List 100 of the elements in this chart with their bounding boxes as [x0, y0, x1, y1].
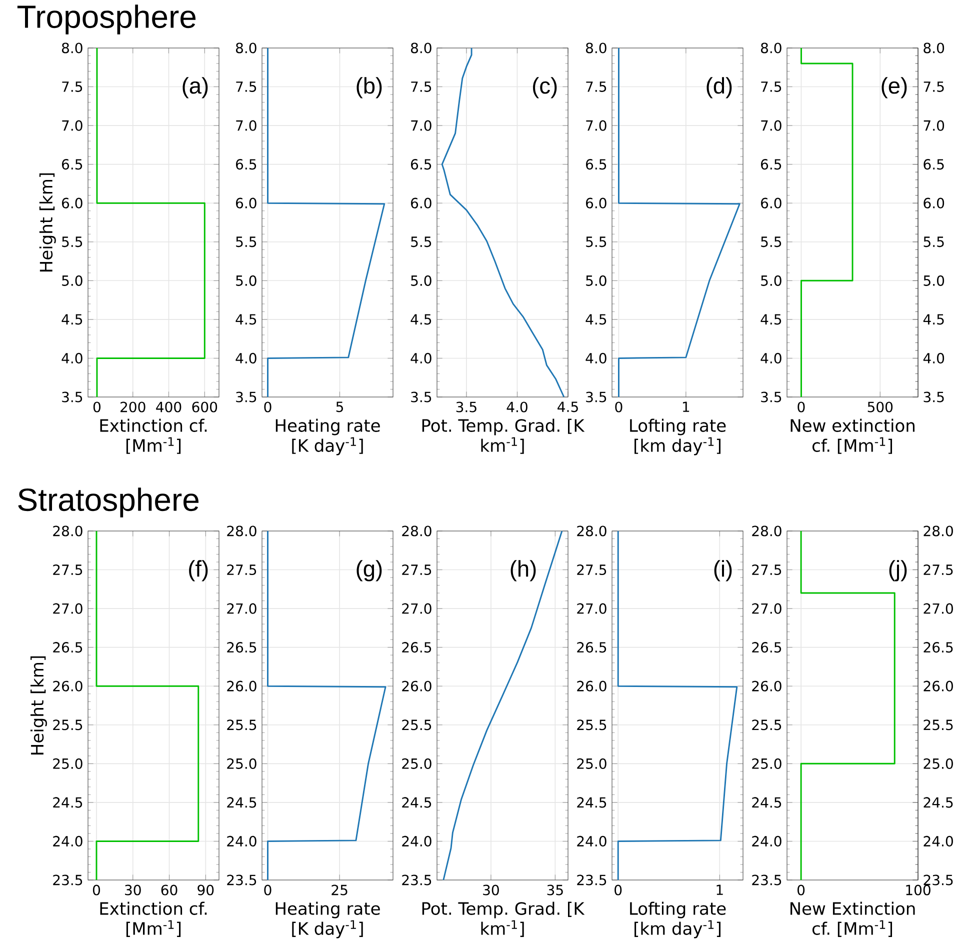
y-tick-label: 28.0 — [227, 526, 256, 536]
y-tick-label: 27.5 — [924, 564, 953, 576]
line-series — [267, 48, 386, 397]
y-tick-label: 3.5 — [586, 392, 606, 402]
y2-tick-label: 4.0 — [760, 352, 782, 364]
y-tick-label: 6.5 — [924, 159, 944, 170]
y-tick-label: 5.0 — [586, 275, 606, 286]
x-axis-title: Extinction cf. [Mm$^{-1}$] — [100, 418, 207, 454]
y-tick-label: 5.0 — [62, 275, 82, 286]
y-tick-label: 6.5 — [236, 159, 256, 170]
x-tick-label: 400 — [156, 402, 182, 412]
x-tick-label: 1 — [716, 884, 723, 895]
x-axis-title: Extinction cf. [Mm$^{-1}$] — [100, 902, 207, 937]
y-tick-label: 4.5 — [923, 314, 944, 325]
x-tick-label: 0 — [798, 402, 805, 412]
y-tick-label: 27.5 — [577, 564, 606, 576]
x-tick-label: 1 — [682, 402, 690, 412]
y-tick-label: 24.0 — [53, 836, 82, 847]
y-tick-label: 27.5 — [227, 564, 256, 576]
y-tick-label: 23.5 — [924, 874, 953, 886]
x-axis-title: Heating rate [K day$^{-1}$] — [276, 418, 380, 456]
y2-tick-label: 24.5 — [752, 797, 782, 808]
y2-tick-label: 4.5 — [760, 314, 782, 325]
y-tick-label: 6.0 — [411, 198, 432, 208]
y-tick-label: 6.0 — [924, 198, 944, 208]
y2-tick-label: 26.5 — [752, 642, 782, 653]
y-tick-label: 26.5 — [53, 642, 82, 653]
line-series — [800, 48, 854, 397]
y-tick-label: 26.5 — [924, 642, 953, 653]
y-tick-label: 27.0 — [924, 603, 953, 614]
y-tick-label: 25.5 — [402, 720, 432, 730]
y2-tick-label: 3.5 — [761, 392, 782, 402]
y-tick-label: 25.0 — [924, 758, 953, 769]
y-tick-label: 24.5 — [53, 797, 82, 808]
y-tick-label: 25.5 — [227, 720, 256, 730]
y-tick-label: 6.5 — [411, 159, 432, 170]
y-tick-label: 7.5 — [62, 82, 82, 92]
annotation: (d) — [706, 77, 732, 98]
y2-tick-label: 27.5 — [752, 564, 782, 576]
y-tick-label: 5.0 — [924, 275, 944, 286]
y-tick-label: 26.5 — [402, 642, 432, 653]
y-tick-label: 4.5 — [410, 314, 432, 325]
y-tick-label: 26.0 — [227, 680, 256, 692]
y-tick-label: 3.5 — [236, 392, 256, 402]
y-tick-label: 4.0 — [923, 352, 944, 364]
y-tick-label: 5.5 — [411, 236, 432, 248]
chart-title: Troposphere — [17, 4, 196, 34]
x-axis-title: Heating rate [K day$^{-1}$] — [276, 902, 380, 938]
annotation: (i) — [714, 560, 732, 582]
y-tick-label: 7.0 — [62, 120, 82, 131]
y-tick-label: 3.5 — [62, 392, 82, 402]
annotation: (f) — [189, 560, 208, 582]
y-tick-label: 26.0 — [577, 680, 606, 692]
y-tick-label: 27.0 — [53, 603, 82, 614]
y-tick-label: 23.5 — [577, 874, 606, 886]
annotation: (a) — [182, 77, 208, 98]
x-tick-label: 0 — [264, 402, 272, 412]
y-tick-label: 25.0 — [402, 758, 432, 769]
y-tick-label: 24.5 — [227, 797, 256, 808]
y-tick-label: 26.5 — [227, 642, 256, 653]
y-tick-label: 25.0 — [227, 758, 256, 769]
y2-tick-label: 7.5 — [761, 82, 782, 92]
y2-tick-label: 5.5 — [761, 236, 782, 248]
x-tick-label: 0 — [798, 884, 805, 896]
line-series — [441, 48, 565, 397]
y2-tick-label: 26.0 — [752, 680, 782, 692]
y-tick-label: 7.0 — [411, 120, 432, 131]
y2-tick-label: 6.5 — [761, 159, 782, 170]
x-tick-label: 0 — [93, 402, 100, 412]
y-tick-label: 4.0 — [410, 352, 432, 364]
y-tick-label: 24.5 — [577, 797, 606, 808]
annotation: (b) — [356, 77, 382, 98]
y-tick-label: 8.0 — [62, 42, 82, 54]
y-tick-label: 4.5 — [586, 314, 606, 325]
x-tick-label: 3.5 — [456, 402, 476, 412]
x-tick-label: 0 — [92, 884, 100, 896]
y-tick-label: 27.5 — [53, 564, 82, 576]
y-tick-label: 4.0 — [586, 352, 606, 364]
y-tick-label: 28.0 — [53, 526, 82, 536]
x-tick-label: 200 — [120, 402, 146, 412]
y-tick-label: 26.0 — [924, 680, 953, 692]
y-tick-label: 7.5 — [586, 82, 606, 92]
x-tick-label: 35 — [547, 884, 563, 896]
y-tick-label: 8.0 — [236, 42, 256, 54]
annotation: (j) — [889, 560, 907, 582]
y-tick-label: 4.5 — [236, 314, 256, 325]
y2-tick-label: 27.0 — [752, 603, 782, 614]
x-tick-label: 600 — [192, 402, 218, 412]
x-tick-label: 500 — [868, 402, 893, 412]
y-tick-label: 23.5 — [402, 874, 432, 886]
y-tick-label: 5.5 — [236, 236, 256, 248]
y-tick-label: 6.0 — [586, 198, 606, 208]
y-tick-label: 27.0 — [577, 603, 606, 614]
y-tick-label: 24.0 — [924, 836, 953, 847]
x-axis-title: New Extinction cf. [Mm$^{-1}$] — [790, 902, 915, 937]
y-tick-label: 26.5 — [577, 642, 606, 653]
line-series — [267, 530, 386, 880]
x-tick-label: 4.0 — [506, 402, 528, 412]
x-tick-label: 0 — [264, 884, 272, 896]
y-tick-label: 27.0 — [402, 603, 432, 614]
